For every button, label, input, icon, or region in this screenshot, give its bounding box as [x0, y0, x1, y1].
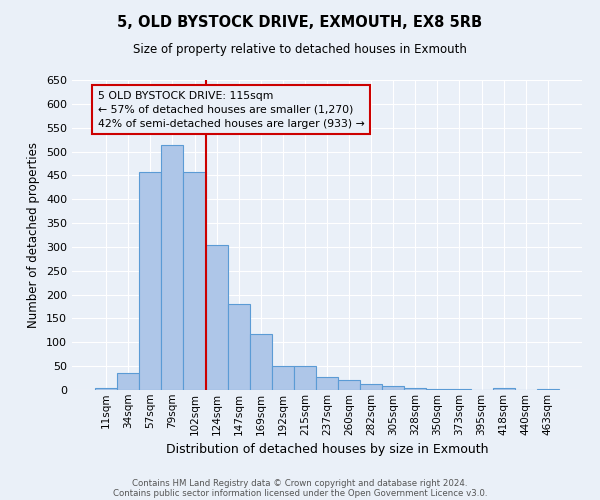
X-axis label: Distribution of detached houses by size in Exmouth: Distribution of detached houses by size …: [166, 443, 488, 456]
Bar: [184, 172, 206, 390]
Text: 5, OLD BYSTOCK DRIVE, EXMOUTH, EX8 5RB: 5, OLD BYSTOCK DRIVE, EXMOUTH, EX8 5RB: [118, 15, 482, 30]
Bar: [537, 388, 559, 390]
Bar: [117, 374, 139, 390]
Bar: [95, 388, 117, 390]
Bar: [338, 380, 360, 390]
Bar: [427, 388, 448, 390]
Text: 5 OLD BYSTOCK DRIVE: 115sqm
← 57% of detached houses are smaller (1,270)
42% of : 5 OLD BYSTOCK DRIVE: 115sqm ← 57% of det…: [97, 91, 364, 129]
Bar: [272, 366, 294, 390]
Bar: [493, 388, 515, 390]
Bar: [227, 304, 250, 390]
Bar: [360, 384, 382, 390]
Bar: [448, 389, 470, 390]
Text: Contains HM Land Registry data © Crown copyright and database right 2024.: Contains HM Land Registry data © Crown c…: [132, 478, 468, 488]
Bar: [294, 366, 316, 390]
Bar: [382, 386, 404, 390]
Text: Size of property relative to detached houses in Exmouth: Size of property relative to detached ho…: [133, 42, 467, 56]
Bar: [316, 376, 338, 390]
Y-axis label: Number of detached properties: Number of detached properties: [28, 142, 40, 328]
Bar: [404, 388, 427, 390]
Bar: [161, 146, 184, 390]
Bar: [206, 244, 227, 390]
Bar: [250, 334, 272, 390]
Text: Contains public sector information licensed under the Open Government Licence v3: Contains public sector information licen…: [113, 488, 487, 498]
Bar: [139, 172, 161, 390]
